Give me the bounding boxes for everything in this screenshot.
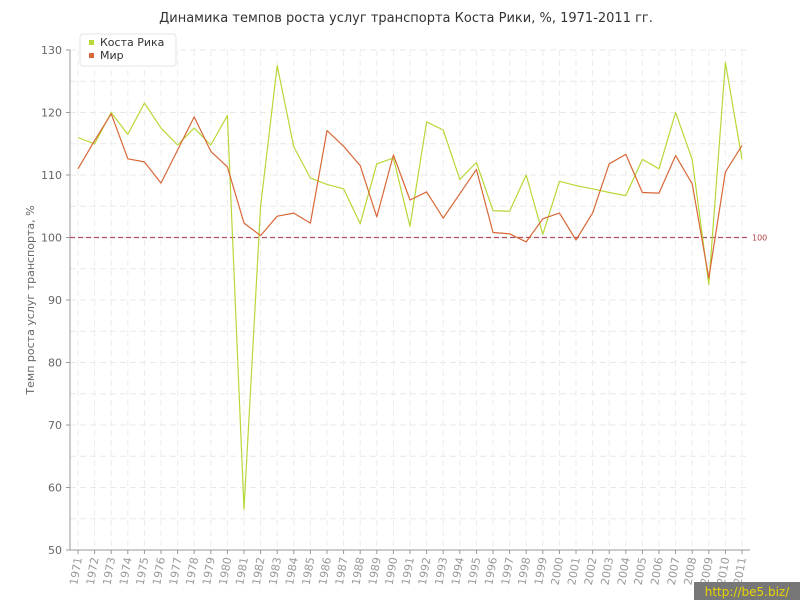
x-tick-label: 1998 <box>515 556 533 586</box>
y-tick-label: 90 <box>48 294 62 307</box>
reference-line-label: 100 <box>752 234 767 243</box>
y-tick-label: 110 <box>41 169 62 182</box>
x-tick-label: 1996 <box>482 556 500 586</box>
y-tick-label: 70 <box>48 419 62 432</box>
x-tick-label: 2005 <box>632 556 650 586</box>
x-tick-label: 2009 <box>698 556 716 586</box>
x-tick-label: 1993 <box>432 556 450 586</box>
y-tick-label: 120 <box>41 107 62 120</box>
chart-title: Динамика темпов роста услуг транспорта К… <box>159 11 653 26</box>
x-tick-label: 1999 <box>532 556 550 586</box>
x-tick-label: 2010 <box>715 556 733 586</box>
x-tick-label: 1990 <box>383 556 401 586</box>
x-tick-label: 1992 <box>416 556 434 586</box>
x-tick-label: 1987 <box>333 556 351 586</box>
x-tick-label: 1977 <box>167 556 185 586</box>
x-tick-label: 2008 <box>681 556 699 586</box>
legend-swatch-costa-rica <box>89 40 94 45</box>
x-tick-label: 1994 <box>449 556 467 586</box>
y-tick-label: 130 <box>41 44 62 57</box>
x-tick-label: 2011 <box>731 556 749 586</box>
x-tick-label: 1975 <box>134 556 152 586</box>
x-tick-label: 1985 <box>300 556 318 586</box>
x-tick-label: 2006 <box>648 556 666 586</box>
y-tick-label: 100 <box>41 232 62 245</box>
x-tick-label: 2001 <box>565 556 583 586</box>
x-tick-label: 1971 <box>67 556 85 586</box>
reference-line-group: 100 <box>70 234 767 243</box>
legend-box <box>79 33 177 67</box>
x-tick-label: 2003 <box>598 556 616 586</box>
y-tick-label: 60 <box>48 482 62 495</box>
series-line-world <box>77 113 743 279</box>
x-tick-label: 1973 <box>100 556 118 586</box>
x-tick-label: 1979 <box>200 556 218 586</box>
x-tick-label: 1982 <box>250 556 268 586</box>
x-tick-label: 1978 <box>183 556 201 586</box>
x-tick-label: 1988 <box>349 556 367 586</box>
x-tick-label: 1974 <box>117 556 135 586</box>
x-tick-label: 1991 <box>399 556 417 586</box>
grid <box>70 49 750 551</box>
y-tick-labels: 50 60 70 80 90 100 110 120 130 <box>41 44 70 557</box>
x-tick-label: 1983 <box>266 556 284 586</box>
legend-label-costa-rica: Коста Рика <box>100 36 164 49</box>
series-layer <box>77 61 743 510</box>
y-tick-label: 50 <box>48 544 62 557</box>
x-tick-label: 2007 <box>665 556 683 586</box>
legend-swatch-world <box>89 53 94 58</box>
x-tick-label: 2004 <box>615 556 633 586</box>
x-tick-label: 1972 <box>84 556 102 586</box>
x-tick-label: 1995 <box>466 556 484 586</box>
x-tick-label: 1989 <box>366 556 384 586</box>
x-tick-label: 2002 <box>582 556 600 586</box>
x-tick-label: 1980 <box>217 556 235 586</box>
x-tick-label: 1986 <box>316 556 334 586</box>
series-line-costa-rica <box>77 61 743 510</box>
x-tick-label: 1981 <box>233 556 251 586</box>
y-axis-label: Темп роста услуг транспорта, % <box>24 205 37 395</box>
watermark-background <box>694 582 800 600</box>
x-tick-label: 2000 <box>549 556 567 586</box>
x-tick-label: 1976 <box>150 556 168 586</box>
x-tick-label: 1984 <box>283 556 301 586</box>
watermark: http://be5.biz/ <box>705 585 790 599</box>
y-tick-label: 80 <box>48 357 62 370</box>
x-tick-label: 1997 <box>499 556 517 586</box>
x-tick-labels: 1971197219731974197519761977197819791980… <box>67 550 749 586</box>
legend-label-world: Мир <box>100 49 124 62</box>
